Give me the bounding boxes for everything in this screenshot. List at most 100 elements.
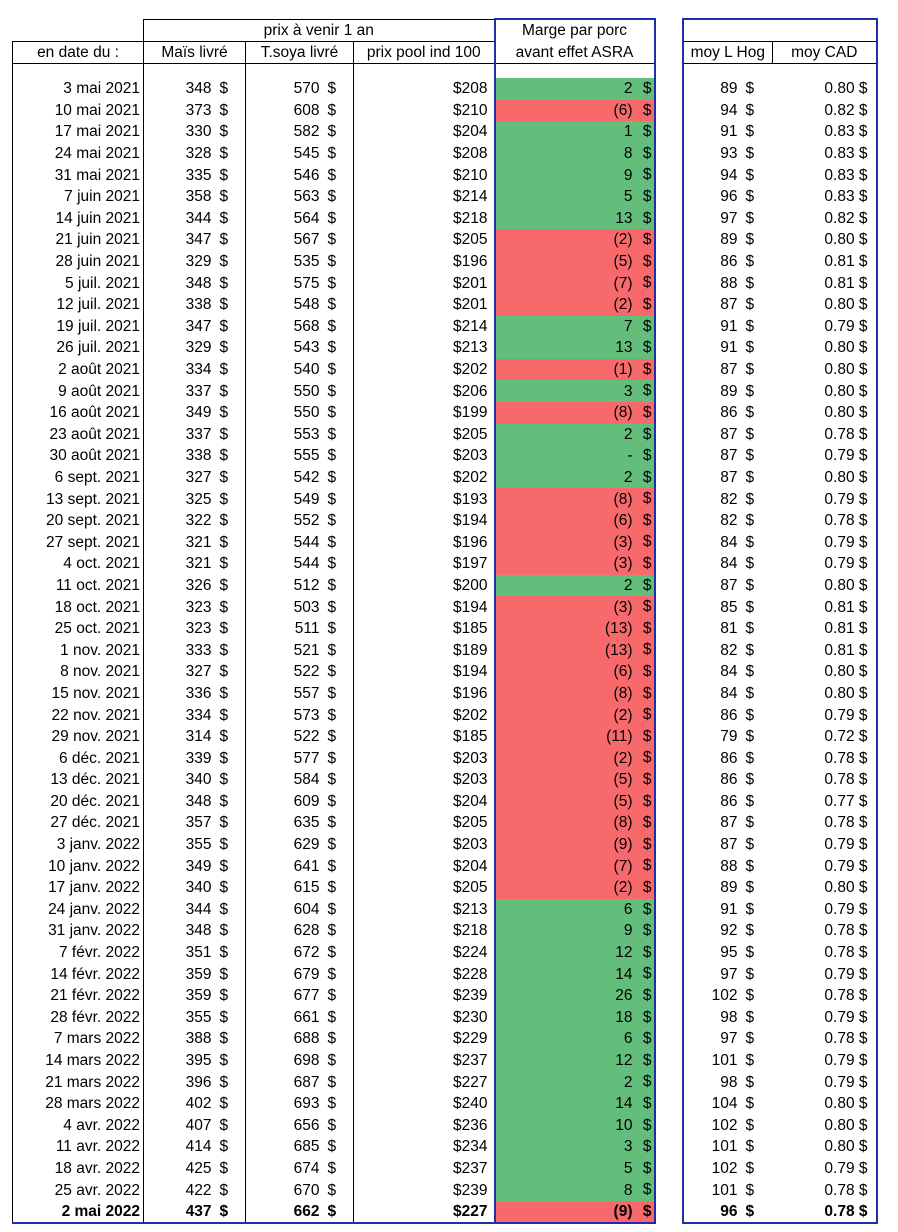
row-soya-currency: $ xyxy=(325,1179,354,1201)
row-mais-currency: $ xyxy=(217,531,246,554)
row-soya: 550 xyxy=(293,382,320,400)
row-mais: 348 xyxy=(185,922,212,940)
table-row: 3 mai 2021 348 $570 $ $208 2 $89 $0.80 $ xyxy=(12,78,878,100)
row-mais: 337 xyxy=(185,425,212,443)
row-soya-currency: $ xyxy=(325,941,354,964)
row-marge: (5) $ xyxy=(493,769,656,791)
row-marge-currency: $ xyxy=(642,295,652,313)
row-marge-currency: $ xyxy=(642,749,652,767)
row-pool: $228 xyxy=(353,963,495,985)
row-cad: 0.81 $ xyxy=(772,596,878,618)
row-marge-value: (2) xyxy=(613,749,633,767)
row-marge-value: 7 xyxy=(623,317,633,335)
table-row: 7 févr. 2022 351 $672 $ $224 12 $95 $0.78 $ xyxy=(12,941,878,964)
row-date: 25 oct. 2021 xyxy=(12,617,144,640)
row-pool: $202 xyxy=(353,704,495,726)
row-soya-currency: $ xyxy=(325,229,354,251)
row-marge-currency: $ xyxy=(642,468,652,486)
row-date: 1 nov. 2021 xyxy=(12,639,144,662)
row-pool: $204 xyxy=(353,121,495,143)
table-row: 10 janv. 2022 349 $641 $ $204 (7) $88 $0.79 $ xyxy=(12,855,878,877)
row-soya-currency: $ xyxy=(325,121,354,143)
row-soya-currency: $ xyxy=(325,531,354,554)
row-marge-value: (8) xyxy=(613,684,633,702)
row-mais-currency: $ xyxy=(217,78,246,100)
row-cad: 0.81 $ xyxy=(772,639,878,662)
row-date: 2 août 2021 xyxy=(12,358,144,381)
row-cad: 0.80 $ xyxy=(772,78,878,100)
row-pool: $214 xyxy=(353,185,495,208)
row-marge-currency: $ xyxy=(642,1159,652,1177)
row-marge-value: 12 xyxy=(615,944,633,962)
row-marge-value: (9) xyxy=(613,1203,633,1221)
row-mais: 333 xyxy=(185,641,212,659)
row-mais-currency: $ xyxy=(217,790,246,813)
row-date: 21 mars 2022 xyxy=(12,1071,144,1093)
row-soya: 661 xyxy=(293,1008,320,1026)
row-marge-currency: $ xyxy=(642,274,652,292)
row-date: 10 janv. 2022 xyxy=(12,855,144,877)
row-hog-currency: $ xyxy=(745,166,755,184)
row-soya: 545 xyxy=(293,145,320,163)
row-hog-currency: $ xyxy=(745,231,755,249)
row-pool: $202 xyxy=(353,466,495,489)
row-date: 4 oct. 2021 xyxy=(12,553,144,575)
row-marge-currency: $ xyxy=(642,1138,652,1156)
row-hog-currency: $ xyxy=(745,857,755,875)
row-marge-currency: $ xyxy=(642,576,652,594)
row-soya-currency: $ xyxy=(325,380,354,402)
row-hog: 86 xyxy=(681,250,744,273)
row-date: 27 déc. 2021 xyxy=(12,812,144,834)
row-marge: (2) $ xyxy=(493,876,656,899)
row-soya: 687 xyxy=(293,1073,320,1091)
row-pool: $213 xyxy=(353,898,495,921)
table-row: 1 nov. 2021 333 $521 $ $189 (13) $82 $0.81 $ xyxy=(12,639,878,662)
row-pool: $227 xyxy=(353,1200,495,1225)
row-hog-currency: $ xyxy=(745,188,755,206)
row-cad: 0.80 $ xyxy=(772,1092,878,1115)
table-row: 13 sept. 2021 325 $549 $ $193 (8) $82 $0.79 $ xyxy=(12,488,878,510)
table-row: 20 déc. 2021 348 $609 $ $204 (5) $86 $0.77 $ xyxy=(12,790,878,813)
row-mais-currency: $ xyxy=(217,315,246,338)
row-marge-value: (3) xyxy=(613,555,633,573)
row-marge: (8) $ xyxy=(493,682,656,705)
row-soya: 674 xyxy=(293,1159,320,1177)
header-hog: moy L Hog xyxy=(681,41,773,64)
row-marge-value: 2 xyxy=(623,1073,633,1091)
row-soya: 550 xyxy=(293,404,320,422)
row-marge: (8) $ xyxy=(493,401,656,424)
row-marge: 1 $ xyxy=(493,121,656,143)
table-row: 8 nov. 2021 327 $522 $ $194 (6) $84 $0.80 $ xyxy=(12,661,878,683)
row-soya: 573 xyxy=(293,706,320,724)
row-marge-currency: $ xyxy=(642,144,652,162)
row-cad: 0.79 $ xyxy=(772,445,878,467)
row-soya: 543 xyxy=(293,339,320,357)
row-pool: $201 xyxy=(353,272,495,294)
row-cad: 0.83 $ xyxy=(772,121,878,143)
row-date: 14 juin 2021 xyxy=(12,207,144,230)
row-cad: 0.80 $ xyxy=(772,876,878,899)
row-date: 25 avr. 2022 xyxy=(12,1179,144,1201)
row-mais: 358 xyxy=(185,188,212,206)
row-cad: 0.78 $ xyxy=(772,1200,878,1225)
row-mais: 323 xyxy=(185,620,212,638)
table-row: 19 juil. 2021 347 $568 $ $214 7 $91 $0.79 $ xyxy=(12,315,878,338)
row-hog-currency: $ xyxy=(745,1095,755,1113)
row-cad: 0.83 $ xyxy=(772,164,878,186)
row-date: 14 févr. 2022 xyxy=(12,963,144,985)
row-hog: 89 xyxy=(681,380,744,402)
row-mais: 348 xyxy=(185,80,212,98)
row-soya-currency: $ xyxy=(325,488,354,510)
row-date: 7 juin 2021 xyxy=(12,185,144,208)
row-mais-currency: $ xyxy=(217,639,246,662)
row-cad: 0.80 $ xyxy=(772,1114,878,1137)
row-marge: 2 $ xyxy=(493,1071,656,1093)
row-mais: 334 xyxy=(185,361,212,379)
row-marge-currency: $ xyxy=(642,1051,652,1069)
row-hog-currency: $ xyxy=(745,555,755,573)
row-hog: 84 xyxy=(681,661,744,683)
row-date: 5 juil. 2021 xyxy=(12,272,144,294)
row-marge-currency: $ xyxy=(642,555,652,573)
row-hog: 79 xyxy=(681,725,744,748)
header-cad: moy CAD xyxy=(772,41,878,64)
